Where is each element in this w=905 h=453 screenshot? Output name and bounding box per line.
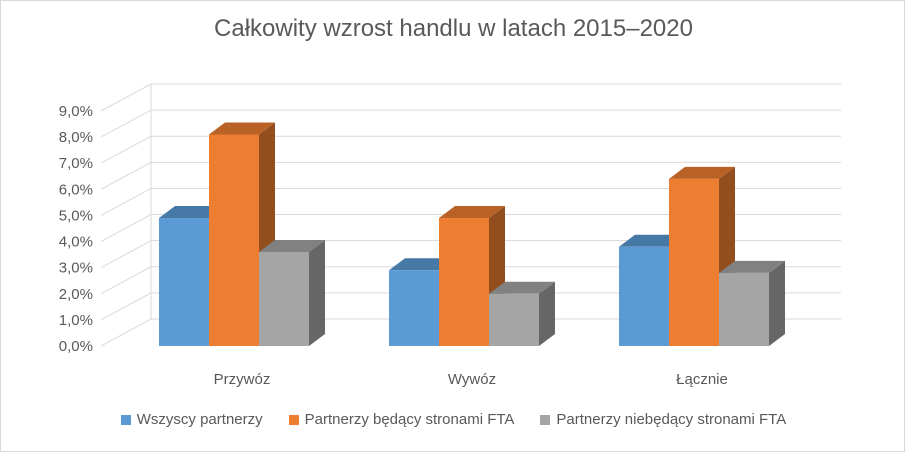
bar bbox=[209, 134, 259, 346]
bar-side bbox=[539, 281, 555, 346]
y-tick-label: 7,0% bbox=[59, 155, 93, 172]
legend-label: Partnerzy niebędący stronami FTA bbox=[556, 411, 787, 428]
bar-top bbox=[489, 281, 555, 294]
legend-item: Wszyscy partnerzy bbox=[120, 411, 263, 428]
x-category-label: Wywóz bbox=[448, 371, 496, 388]
bar bbox=[439, 218, 489, 346]
legend-label: Partnerzy będący stronami FTA bbox=[304, 411, 515, 428]
bar-top bbox=[619, 234, 685, 247]
y-tick-label: 0,0% bbox=[59, 338, 93, 355]
bar-top bbox=[259, 240, 325, 252]
legend-swatch bbox=[120, 414, 131, 425]
y-tick-label: 9,0% bbox=[59, 103, 93, 120]
bar-side bbox=[309, 240, 325, 346]
bar-top bbox=[389, 258, 455, 271]
chart-legend: Wszyscy partnerzy Partnerzy będący strona… bbox=[1, 411, 905, 428]
gridline bbox=[100, 83, 841, 112]
bar-side bbox=[769, 260, 785, 346]
legend-item: Partnerzy niebędący stronami FTA bbox=[540, 411, 786, 428]
bar bbox=[719, 272, 769, 346]
bar bbox=[259, 252, 309, 346]
y-tick-label: 8,0% bbox=[59, 129, 93, 146]
bar bbox=[669, 178, 719, 346]
x-category-label: Przywóz bbox=[214, 371, 271, 388]
bar-top bbox=[159, 206, 225, 219]
x-category-label: Łącznie bbox=[676, 371, 728, 388]
y-tick-label: 5,0% bbox=[59, 207, 93, 224]
bar-top bbox=[209, 122, 275, 135]
legend-swatch bbox=[540, 414, 551, 425]
bar-top bbox=[719, 260, 785, 273]
bar bbox=[389, 270, 439, 346]
bar-top bbox=[669, 166, 735, 179]
bar bbox=[159, 218, 209, 346]
y-tick-label: 3,0% bbox=[59, 260, 93, 277]
y-tick-label: 4,0% bbox=[59, 234, 93, 251]
legend-label: Wszyscy partnerzy bbox=[136, 411, 263, 428]
chart-title: Całkowity wzrost handlu w latach 2015–20… bbox=[214, 15, 693, 42]
bar bbox=[619, 246, 669, 346]
y-tick-label: 1,0% bbox=[59, 312, 93, 329]
bar-top bbox=[439, 206, 505, 219]
y-tick-label: 2,0% bbox=[59, 286, 93, 303]
legend-item: Partnerzy będący stronami FTA bbox=[288, 411, 515, 428]
bar bbox=[489, 293, 539, 346]
y-tick-label: 6,0% bbox=[59, 181, 93, 198]
legend-swatch bbox=[288, 414, 299, 425]
